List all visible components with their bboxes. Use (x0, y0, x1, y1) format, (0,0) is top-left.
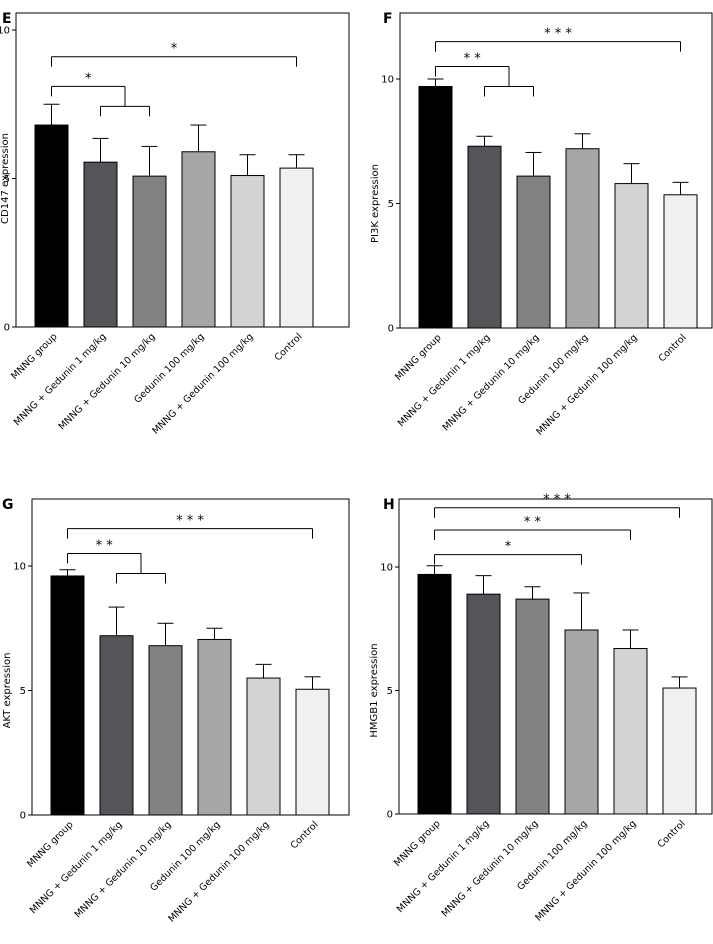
category-label: MNNG + Gedunin 1 mg/kg (395, 818, 492, 915)
y-tick-label: 0 (4, 323, 10, 334)
bar (516, 175, 551, 329)
significance-label: * * (464, 52, 482, 67)
category-label: MNNG + Gedunin 10 mg/kg (73, 819, 174, 920)
y-tick-label: 10 (381, 75, 394, 86)
category-label: MNNG + Gedunin 100 mg/kg (533, 818, 638, 923)
bar (295, 688, 330, 816)
bar (246, 677, 281, 816)
bar (197, 638, 232, 816)
bar (148, 645, 183, 816)
category-label: MNNG group (25, 819, 75, 869)
bar (564, 629, 599, 815)
y-tick-label: 5 (20, 686, 26, 697)
category-label: Control (289, 819, 321, 851)
category-label: MNNG + Gedunin 1 mg/kg (28, 819, 125, 916)
category-label: MNNG + Gedunin 100 mg/kg (534, 332, 639, 437)
category-label: MNNG group (393, 332, 443, 382)
bar (663, 194, 698, 329)
bar (50, 575, 85, 816)
y-axis-label: PI3K expression (370, 164, 381, 243)
panel-letter: G (2, 497, 14, 513)
y-tick-label: 10 (13, 562, 26, 573)
significance-label: * * * (543, 493, 571, 508)
y-axis-label: CD147 expression (0, 133, 11, 224)
bar (662, 687, 697, 815)
category-label: MNNG + Gedunin 10 mg/kg (57, 331, 158, 432)
bar (466, 593, 501, 815)
y-tick-label: 5 (388, 199, 394, 210)
category-label: MNNG group (392, 818, 442, 868)
category-label: MNNG + Gedunin 1 mg/kg (396, 332, 493, 429)
y-tick-label: 5 (4, 174, 10, 185)
bar (99, 635, 134, 816)
bar (279, 167, 314, 328)
panel-letter: F (383, 11, 393, 27)
panel-letter: E (2, 11, 12, 27)
significance-label: * * (524, 515, 542, 530)
y-tick-label: 0 (387, 810, 393, 821)
panel-letter: H (383, 497, 395, 513)
bar (614, 183, 649, 329)
significance-label: * * * (176, 514, 204, 529)
significance-label: * (171, 42, 178, 57)
bar (132, 175, 167, 328)
category-label: Control (657, 332, 689, 364)
significance-label: * * (96, 539, 114, 554)
y-tick-label: 0 (388, 324, 394, 335)
plot-frame (31, 498, 350, 816)
plot-frame (398, 498, 713, 815)
significance-label: * (505, 540, 512, 555)
plot-frame (399, 12, 713, 329)
bar (230, 175, 265, 328)
category-label: MNNG + Gedunin 10 mg/kg (440, 818, 541, 919)
bar (34, 124, 69, 328)
category-label: Control (656, 818, 688, 850)
y-tick-label: 10 (0, 26, 10, 37)
category-label: MNNG + Gedunin 100 mg/kg (166, 819, 271, 924)
category-label: MNNG + Gedunin 100 mg/kg (150, 331, 255, 436)
y-tick-label: 0 (20, 811, 26, 822)
category-label: MNNG group (9, 331, 59, 381)
category-label: MNNG + Gedunin 10 mg/kg (441, 332, 542, 433)
bar (515, 598, 550, 815)
bar (467, 145, 502, 329)
y-axis-label: AKT expression (2, 653, 13, 729)
y-tick-label: 10 (380, 563, 393, 574)
significance-label: * (85, 71, 92, 86)
bar (181, 151, 216, 328)
bar (418, 85, 453, 329)
bar (613, 648, 648, 815)
category-label: MNNG + Gedunin 1 mg/kg (12, 331, 109, 428)
category-label: Control (273, 331, 305, 363)
y-tick-label: 5 (387, 686, 393, 697)
bar (83, 161, 118, 328)
significance-label: * * * (544, 27, 572, 42)
bar (417, 573, 452, 815)
y-axis-label: HMGB1 expression (369, 643, 380, 737)
bar (565, 148, 600, 329)
